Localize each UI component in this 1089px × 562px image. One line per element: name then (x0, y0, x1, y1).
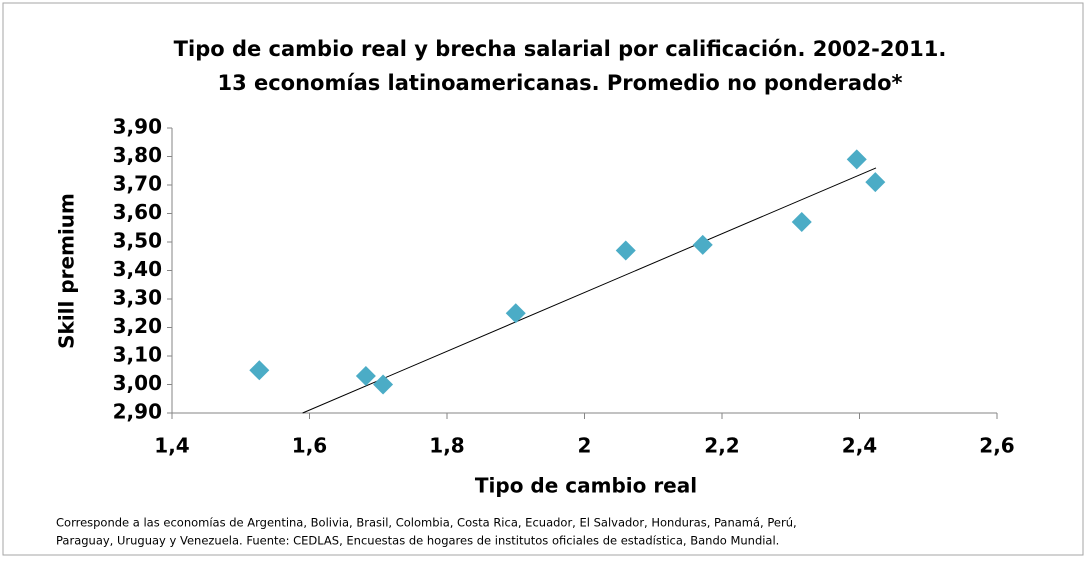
chart-title: 13 economías latinoamericanas. Promedio … (217, 71, 902, 95)
scatter-point (249, 360, 270, 381)
y-tick-label: 3,90 (113, 115, 162, 139)
y-tick-label: 3,80 (113, 143, 162, 167)
y-tick-label: 3,60 (113, 200, 162, 224)
y-tick-label: 3,00 (113, 371, 162, 395)
y-tick-label: 3,20 (113, 314, 162, 338)
chart-title: Tipo de cambio real y brecha salarial po… (174, 37, 947, 61)
scatter-point (505, 303, 526, 324)
x-tick-label: 1,4 (154, 434, 189, 458)
scatter-point (846, 149, 867, 170)
x-axis-label: Tipo de cambio real (475, 474, 697, 498)
footnote: Corresponde a las economías de Argentina… (56, 516, 797, 530)
y-tick-label: 2,90 (113, 400, 162, 424)
chart-frame (2, 2, 1084, 556)
scatter-point (865, 172, 886, 193)
scatter-point (791, 212, 812, 233)
scatter-point (373, 374, 394, 395)
y-tick-label: 3,10 (113, 343, 162, 367)
y-tick-label: 3,70 (113, 172, 162, 196)
footnote: Paraguay, Uruguay y Venezuela. Fuente: C… (56, 534, 779, 548)
y-tick-label: 3,40 (113, 257, 162, 281)
x-tick-label: 2 (578, 434, 592, 458)
x-tick-label: 1,8 (429, 434, 464, 458)
x-tick-label: 2,4 (842, 434, 877, 458)
scatter-point (615, 240, 636, 261)
x-tick-label: 2,6 (979, 434, 1014, 458)
scatter-point (355, 365, 376, 386)
y-tick-label: 3,30 (113, 286, 162, 310)
trendline (302, 167, 877, 414)
y-tick-label: 3,50 (113, 229, 162, 253)
x-tick-label: 1,6 (292, 434, 327, 458)
x-tick-label: 2,2 (704, 434, 739, 458)
y-axis-label: Skill premium (55, 193, 79, 349)
scatter-point (692, 234, 713, 255)
